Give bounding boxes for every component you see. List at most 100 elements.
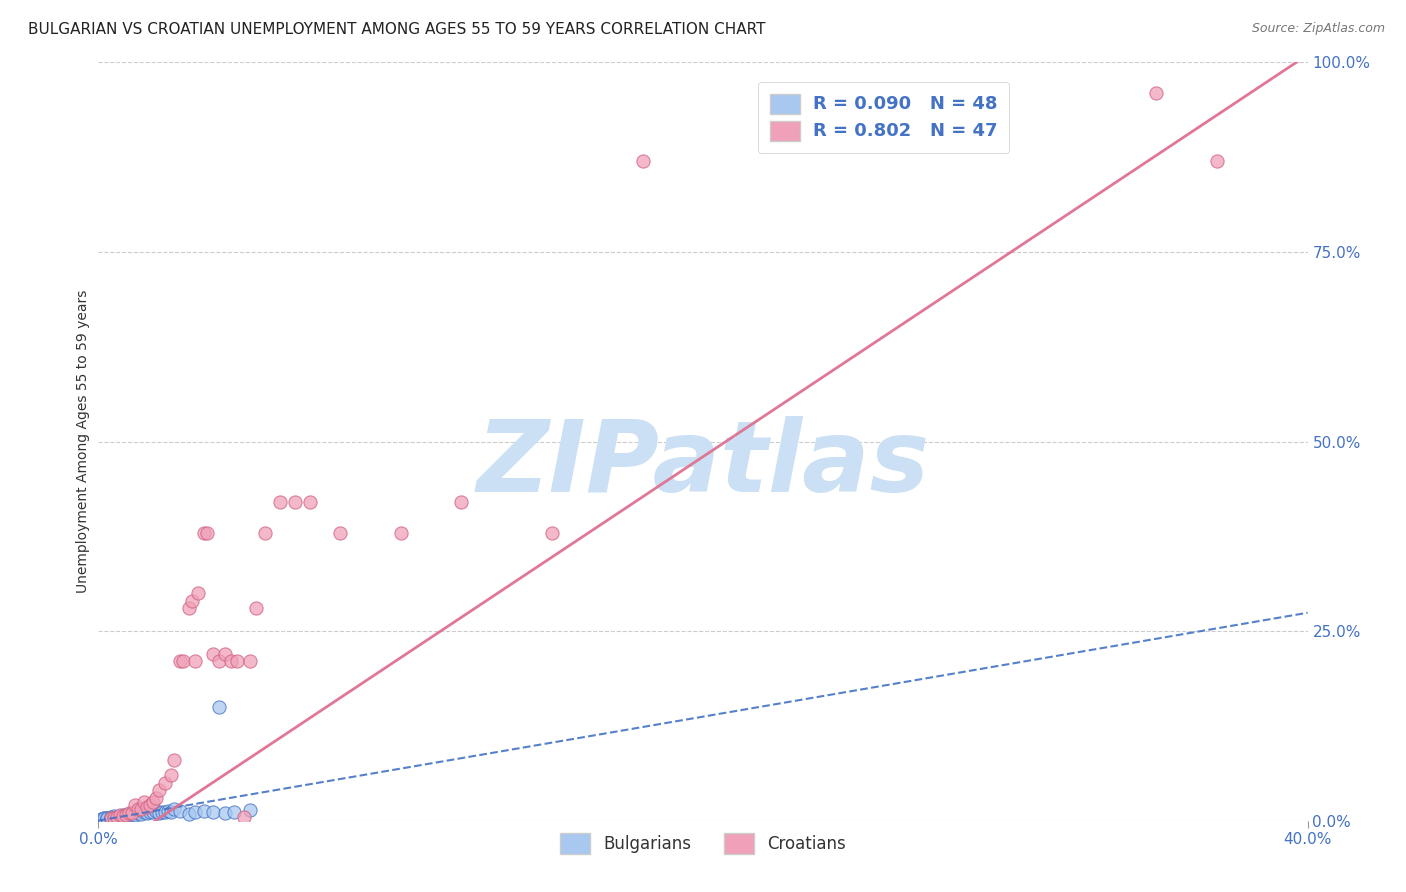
- Point: [108, 809, 131, 823]
- Point: [163, 802, 186, 816]
- Point: [114, 810, 136, 824]
- Point: [103, 811, 125, 825]
- Point: [160, 805, 183, 819]
- Point: [224, 805, 246, 819]
- Point: [153, 776, 176, 790]
- Point: [100, 812, 122, 826]
- Point: [121, 808, 143, 822]
- Point: [103, 811, 125, 825]
- Point: [232, 810, 254, 824]
- Point: [221, 655, 243, 669]
- Point: [156, 804, 179, 818]
- Point: [129, 802, 152, 816]
- Point: [208, 655, 231, 669]
- Point: [118, 806, 141, 821]
- Point: [108, 811, 131, 825]
- Point: [329, 525, 352, 540]
- Point: [195, 525, 218, 540]
- Y-axis label: Unemployment Among Ages 55 to 59 years: Unemployment Among Ages 55 to 59 years: [76, 290, 90, 593]
- Point: [202, 647, 225, 661]
- Point: [129, 806, 152, 821]
- Point: [181, 594, 204, 608]
- Point: [111, 808, 134, 822]
- Point: [93, 813, 115, 827]
- Point: [148, 806, 170, 821]
- Point: [124, 798, 146, 813]
- Point: [239, 803, 262, 817]
- Point: [100, 811, 122, 825]
- Point: [193, 525, 215, 540]
- Point: [100, 811, 122, 825]
- Point: [118, 806, 141, 821]
- Point: [163, 753, 186, 767]
- Point: [108, 808, 131, 822]
- Point: [1206, 153, 1229, 168]
- Point: [90, 813, 112, 827]
- Point: [111, 811, 134, 825]
- Point: [540, 525, 562, 540]
- Point: [153, 805, 176, 820]
- Point: [245, 601, 267, 615]
- Point: [139, 798, 162, 813]
- Point: [145, 791, 167, 805]
- Point: [93, 811, 115, 825]
- Point: [160, 768, 183, 782]
- Point: [187, 586, 209, 600]
- Point: [103, 811, 125, 825]
- Point: [172, 655, 194, 669]
- Point: [118, 809, 141, 823]
- Point: [135, 800, 157, 814]
- Point: [169, 655, 191, 669]
- Point: [90, 812, 112, 826]
- Point: [96, 811, 118, 825]
- Point: [114, 807, 136, 822]
- Point: [1144, 86, 1167, 100]
- Point: [145, 804, 167, 818]
- Point: [96, 811, 118, 825]
- Point: [127, 806, 149, 821]
- Point: [253, 525, 276, 540]
- Point: [124, 807, 146, 822]
- Point: [105, 810, 128, 824]
- Point: [299, 495, 322, 509]
- Point: [202, 805, 225, 819]
- Point: [93, 811, 115, 825]
- Point: [631, 153, 654, 168]
- Point: [179, 806, 201, 821]
- Point: [214, 806, 236, 821]
- Text: BULGARIAN VS CROATIAN UNEMPLOYMENT AMONG AGES 55 TO 59 YEARS CORRELATION CHART: BULGARIAN VS CROATIAN UNEMPLOYMENT AMONG…: [28, 22, 766, 37]
- Point: [226, 655, 249, 669]
- Point: [100, 810, 122, 824]
- Point: [111, 809, 134, 823]
- Text: ZIPatlas: ZIPatlas: [477, 416, 929, 513]
- Point: [150, 805, 173, 819]
- Point: [214, 647, 236, 661]
- Point: [184, 655, 207, 669]
- Point: [269, 495, 291, 509]
- Point: [239, 655, 262, 669]
- Point: [169, 804, 191, 818]
- Legend: Bulgarians, Croatians: Bulgarians, Croatians: [548, 822, 858, 865]
- Point: [179, 601, 201, 615]
- Point: [139, 805, 162, 819]
- Point: [142, 805, 165, 820]
- Point: [114, 807, 136, 822]
- Point: [105, 810, 128, 824]
- Point: [127, 802, 149, 816]
- Point: [96, 812, 118, 826]
- Point: [193, 804, 215, 818]
- Point: [148, 783, 170, 797]
- Point: [132, 805, 155, 820]
- Point: [389, 525, 412, 540]
- Point: [105, 811, 128, 825]
- Point: [184, 805, 207, 820]
- Point: [208, 699, 231, 714]
- Point: [450, 495, 472, 509]
- Text: Source: ZipAtlas.com: Source: ZipAtlas.com: [1251, 22, 1385, 36]
- Point: [121, 806, 143, 821]
- Point: [284, 495, 307, 509]
- Point: [103, 809, 125, 823]
- Point: [142, 795, 165, 809]
- Point: [132, 795, 155, 809]
- Point: [135, 806, 157, 821]
